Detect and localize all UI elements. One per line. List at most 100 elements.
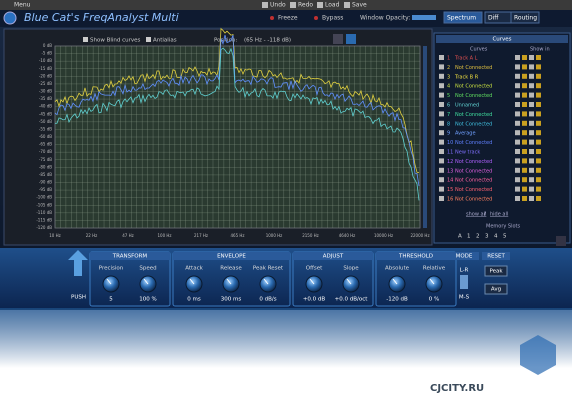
slot-toggle[interactable]	[536, 149, 541, 154]
memory-slot[interactable]: 5	[503, 234, 507, 240]
slot-toggle[interactable]	[522, 55, 527, 60]
slot-toggle[interactable]	[529, 55, 534, 60]
slot-toggle[interactable]	[515, 149, 520, 154]
visibility-toggle[interactable]	[439, 111, 444, 117]
slot-toggle[interactable]	[515, 64, 520, 70]
slot-toggle[interactable]	[529, 167, 534, 173]
slot-toggle[interactable]	[536, 83, 541, 89]
slot-toggle[interactable]	[522, 64, 527, 70]
slot-toggle[interactable]	[536, 73, 541, 79]
slot-toggle[interactable]	[536, 177, 541, 183]
slot-toggle[interactable]	[515, 130, 520, 136]
slot-toggle[interactable]	[515, 83, 520, 89]
slot-toggle[interactable]	[529, 186, 534, 192]
reset-button[interactable]	[484, 265, 508, 277]
visibility-toggle[interactable]	[439, 120, 444, 126]
checkbox[interactable]	[83, 37, 88, 42]
visibility-toggle[interactable]	[439, 64, 444, 70]
header-button[interactable]: Freeze	[278, 15, 298, 22]
visibility-toggle[interactable]	[439, 55, 444, 60]
show-all-link[interactable]: show all	[466, 212, 486, 218]
slot-toggle[interactable]	[522, 111, 527, 117]
slot-toggle[interactable]	[522, 102, 527, 107]
slot-toggle[interactable]	[522, 139, 527, 145]
slot-toggle[interactable]	[522, 186, 527, 192]
slot-toggle[interactable]	[522, 92, 527, 98]
hide-all-link[interactable]: hide all	[490, 212, 508, 218]
led[interactable]	[270, 16, 274, 20]
mode-option[interactable]: L-R	[460, 268, 469, 274]
slot-toggle[interactable]	[536, 167, 541, 173]
visibility-toggle[interactable]	[439, 83, 444, 89]
option-label[interactable]: Show Blind curves	[90, 38, 141, 44]
slot-toggle[interactable]	[515, 177, 520, 183]
tab[interactable]	[443, 11, 483, 24]
slot-toggle[interactable]	[522, 158, 527, 164]
reset-label[interactable]: Avg	[491, 287, 501, 293]
slot-toggle[interactable]	[529, 130, 534, 136]
visibility-toggle[interactable]	[439, 167, 444, 173]
slot-toggle[interactable]	[536, 92, 541, 98]
memory-slot[interactable]: 4	[494, 234, 498, 240]
visibility-toggle[interactable]	[439, 130, 444, 136]
slot-toggle[interactable]	[536, 186, 541, 192]
slot-toggle[interactable]	[515, 167, 520, 173]
tab-label[interactable]: Spectrum	[447, 15, 476, 22]
visibility-toggle[interactable]	[439, 73, 444, 79]
slot-toggle[interactable]	[522, 130, 527, 136]
slot-toggle[interactable]	[536, 130, 541, 136]
menu-item[interactable]: Save	[352, 2, 367, 9]
slot-toggle[interactable]	[536, 196, 541, 201]
slot-toggle[interactable]	[515, 92, 520, 98]
slot-toggle[interactable]	[515, 73, 520, 79]
tab-label[interactable]: Diff	[488, 15, 499, 22]
menu-icon[interactable]	[290, 2, 296, 8]
slot-toggle[interactable]	[522, 83, 527, 89]
slot-toggle[interactable]	[522, 177, 527, 183]
menu-icon[interactable]	[344, 2, 350, 8]
slot-toggle[interactable]	[536, 64, 541, 70]
slot-toggle[interactable]	[515, 196, 520, 201]
slot-toggle[interactable]	[536, 55, 541, 60]
memory-slot[interactable]: 3	[485, 234, 489, 240]
menu-item[interactable]: Undo	[270, 2, 286, 9]
slot-toggle[interactable]	[536, 139, 541, 145]
slot-toggle[interactable]	[515, 55, 520, 60]
menu-icon[interactable]	[262, 2, 268, 8]
tab-label[interactable]: Routing	[514, 15, 537, 22]
slot-toggle[interactable]	[529, 196, 534, 201]
visibility-toggle[interactable]	[439, 186, 444, 192]
slot-toggle[interactable]	[529, 111, 534, 117]
led[interactable]	[314, 16, 318, 20]
slot-toggle[interactable]	[529, 102, 534, 107]
slot-toggle[interactable]	[522, 167, 527, 173]
visibility-toggle[interactable]	[439, 102, 444, 107]
slot-toggle[interactable]	[529, 149, 534, 154]
mode-option[interactable]: M-S	[459, 295, 470, 301]
slot-toggle[interactable]	[529, 73, 534, 79]
slot-toggle[interactable]	[515, 120, 520, 126]
checkbox[interactable]	[146, 37, 151, 42]
push-arrow[interactable]	[68, 250, 88, 276]
slot-toggle[interactable]	[529, 158, 534, 164]
memory-slot[interactable]: 2	[476, 234, 480, 240]
slot-toggle[interactable]	[522, 149, 527, 154]
menu-item[interactable]: Menu	[14, 2, 31, 9]
tool-button[interactable]	[346, 34, 356, 44]
reset-label[interactable]: Peak	[489, 269, 503, 275]
visibility-toggle[interactable]	[439, 177, 444, 183]
tool-button[interactable]	[333, 34, 343, 44]
slot-toggle[interactable]	[522, 120, 527, 126]
reset-button[interactable]	[484, 283, 508, 295]
slot-toggle[interactable]	[529, 120, 534, 126]
menu-item[interactable]: Redo	[298, 2, 313, 9]
visibility-toggle[interactable]	[439, 196, 444, 201]
slot-toggle[interactable]	[536, 120, 541, 126]
menu-item[interactable]: Load	[325, 2, 340, 9]
visibility-toggle[interactable]	[439, 139, 444, 145]
option-label[interactable]: Antialias	[153, 38, 177, 44]
slot-toggle[interactable]	[529, 64, 534, 70]
window-scroll[interactable]	[556, 236, 566, 246]
slot-toggle[interactable]	[522, 73, 527, 79]
slot-toggle[interactable]	[515, 111, 520, 117]
